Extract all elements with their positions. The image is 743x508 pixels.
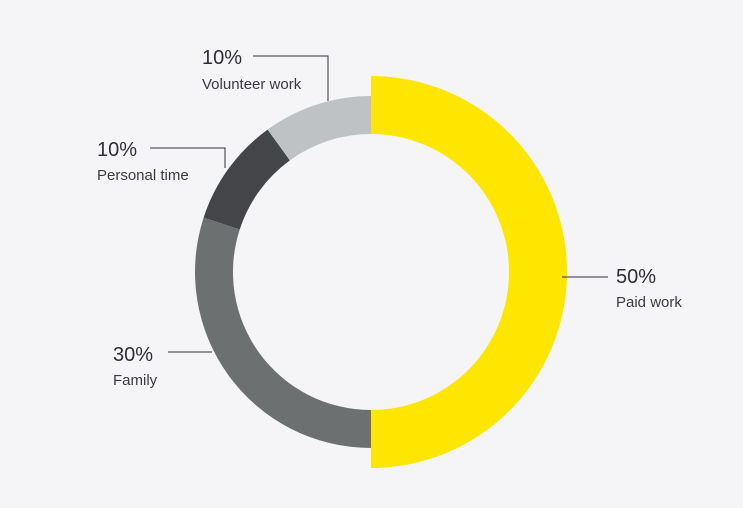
slice-label-volunteer-work: Volunteer work bbox=[202, 76, 302, 93]
slice-label-family: Family bbox=[113, 372, 158, 389]
slice-percent-paid-work: 50% bbox=[616, 266, 656, 288]
slices-group bbox=[195, 76, 567, 468]
slice-label-paid-work: Paid work bbox=[616, 294, 682, 311]
slice-paid-work bbox=[371, 76, 567, 468]
slice-percent-family: 30% bbox=[113, 344, 153, 366]
slice-percent-personal-time: 10% bbox=[97, 139, 137, 161]
slice-volunteer-work bbox=[267, 96, 371, 161]
slice-label-personal-time: Personal time bbox=[97, 167, 189, 184]
slice-personal-time bbox=[203, 129, 290, 230]
leader-line-volunteer-work bbox=[253, 55, 329, 101]
slice-family bbox=[195, 217, 371, 448]
slice-percent-volunteer-work: 10% bbox=[202, 47, 242, 69]
leader-line-personal-time bbox=[150, 147, 226, 168]
